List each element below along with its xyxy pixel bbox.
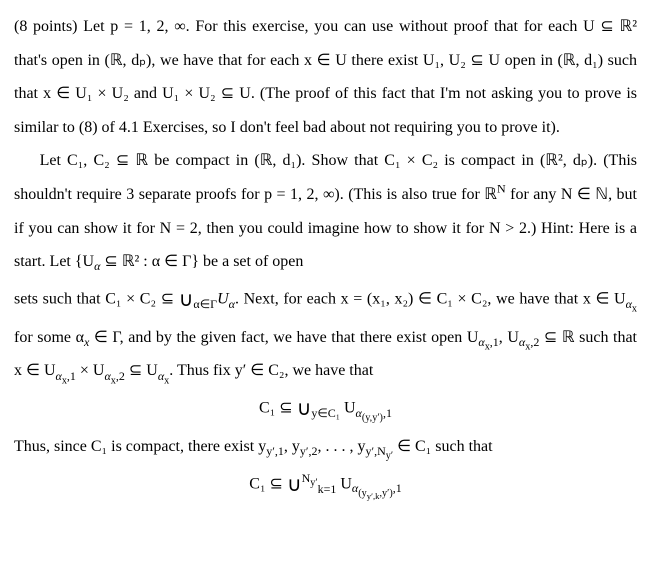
p3i: . Thus fix y′ ∈ C₂, we have that <box>169 362 373 379</box>
p4d: ∈ C₁ such that <box>393 438 493 455</box>
p4a: Thus, since C₁ is compact, there exist y <box>14 438 266 455</box>
sub-union3a: k=1 <box>318 481 337 495</box>
sub-a-yy: (y,y′) <box>362 412 383 423</box>
big-union-icon-2: ∪ <box>297 398 312 420</box>
sup-union3-pre: N <box>302 471 311 485</box>
sub-ax1c2: ,1 <box>67 369 76 383</box>
disp2a: C₁ ⊆ <box>249 475 287 492</box>
sub-ax1c: ,1 <box>490 335 499 349</box>
disp1b: U <box>340 400 356 417</box>
sub-a-yyk-suf: ,1 <box>393 481 402 495</box>
sub-ax2c2: ,2 <box>116 369 125 383</box>
sup-union3: y′ <box>310 477 317 488</box>
sub-union2: y∈C₁ <box>311 406 340 420</box>
p1-text: (8 points) Let p = 1, 2, ∞. For this exe… <box>14 18 637 136</box>
paragraph-4: Thus, since C₁ is compact, there exist y… <box>14 430 637 464</box>
sub-a-yy-suf: ,1 <box>383 406 392 420</box>
display-eq-2: C₁ ⊆ ∪Ny′k=1 Uα(yy′,k,y′),1 <box>14 466 637 504</box>
sub-yp2: y′,2 <box>300 444 318 458</box>
sub-ypN-a: y′,N <box>365 444 385 458</box>
p3h: ⊆ U <box>125 362 158 379</box>
p2c: ⊆ ℝ² : α ∈ Γ} be a set of open <box>100 253 303 270</box>
sub-ax2c: ,2 <box>530 335 539 349</box>
sub-a-yyk-c: ,y′) <box>379 488 392 499</box>
p3g: × U <box>76 362 105 379</box>
disp2b: U <box>336 475 352 492</box>
sup-N: N <box>497 182 506 196</box>
paragraph-3: sets such that C₁ × C₂ ⊆ ∪α∈ΓUα. Next, f… <box>14 279 637 388</box>
sub-a-yyk-b: y′,k <box>367 491 380 501</box>
p3a: sets such that C₁ × C₂ ⊆ <box>14 290 179 307</box>
p4b: , y <box>284 438 300 455</box>
paragraph-1: (8 points) Let p = 1, 2, ∞. For this exe… <box>14 10 637 144</box>
p3d: ∈ Γ, and by the given fact, we have that… <box>89 329 478 346</box>
p3b: . Next, for each x = (x₁, x₂) ∈ C₁ × C₂,… <box>235 290 626 307</box>
p4c: , . . . , y <box>317 438 365 455</box>
sub-yp1: y′,1 <box>266 444 284 458</box>
disp1a: C₁ ⊆ <box>259 400 297 417</box>
sub-alpha-x: x <box>632 303 637 314</box>
sub-a-yyk-a: (y <box>358 488 367 499</box>
sub-union1: α∈Γ <box>193 297 217 311</box>
sub-ypN-b: y′ <box>386 451 393 462</box>
p3e: , U <box>499 329 519 346</box>
big-union-icon-3: ∪ <box>287 474 302 496</box>
paragraph-2: Let C₁, C₂ ⊆ ℝ be compact in (ℝ, d₁). Sh… <box>14 144 637 278</box>
p3c: for some α <box>14 329 84 346</box>
display-eq-1: C₁ ⊆ ∪y∈C₁ Uα(y,y′),1 <box>14 390 637 428</box>
big-union-icon: ∪ <box>179 289 194 311</box>
